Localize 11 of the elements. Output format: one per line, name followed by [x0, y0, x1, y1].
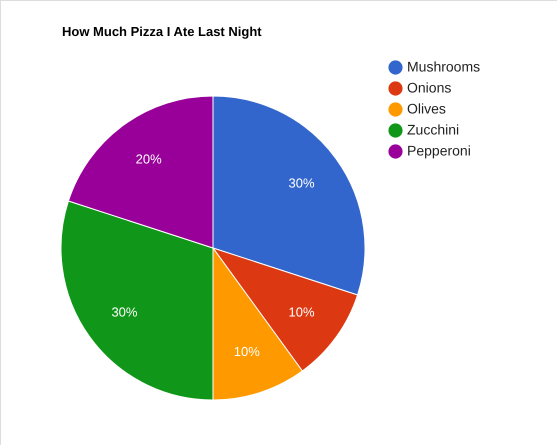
legend-label: Mushrooms [407, 58, 480, 74]
legend-label: Pepperoni [407, 142, 471, 158]
data-label: 30% [111, 304, 138, 320]
legend-label: Onions [407, 80, 452, 96]
legend-label: Zucchini [407, 122, 460, 138]
legend-label: Olives [407, 100, 446, 116]
data-label: 30% [288, 176, 315, 191]
data-label: 20% [136, 151, 162, 166]
chart-title: How Much Pizza I Ate Last Night [62, 24, 262, 39]
data-label: 10% [234, 344, 260, 360]
data-label: 10% [288, 304, 315, 320]
